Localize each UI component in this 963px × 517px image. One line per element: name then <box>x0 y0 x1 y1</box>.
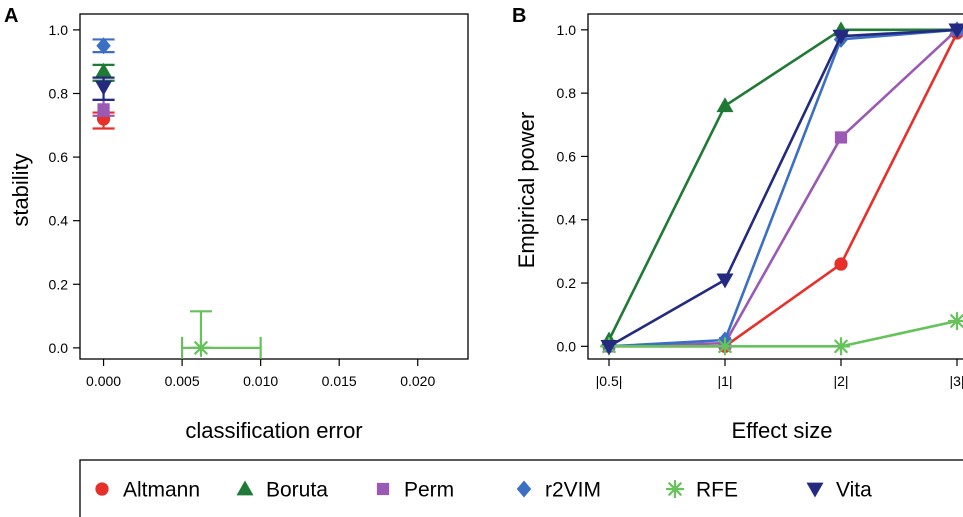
legend-frame <box>79 459 963 517</box>
panel-b-marker-vita <box>716 273 734 289</box>
panel-b-series-boruta <box>600 21 963 347</box>
panel-b-y-tick-label: 0.6 <box>557 148 577 164</box>
panel-a-point-vita <box>92 76 115 101</box>
panel-b-line-r2vim <box>608 28 958 348</box>
panel-a-y-tick-label: 0.0 <box>49 340 69 356</box>
legend-marker-perm <box>376 482 390 496</box>
panel-b-y-axis: 0.0 0.2 0.4 0.6 0.8 1.0 <box>557 22 588 354</box>
panel-b-x-axis-title: Effect size <box>731 418 832 443</box>
panel-b-x-tick-label: |3| <box>949 373 963 389</box>
panel-a-x-tick-label: 0.000 <box>86 373 121 389</box>
panel-b-marker-boruta <box>716 97 734 113</box>
panel-a-y-tick-label: 0.8 <box>49 85 69 101</box>
panel-a-marker-rfe <box>191 338 211 358</box>
panel-b-marker-vita <box>600 339 618 355</box>
panel-a-marker-boruta <box>95 62 113 78</box>
panel-b-marker-vita <box>832 29 850 45</box>
panel-b: B 0.0 0.2 0.4 0.6 0.8 1.0 |0.5| |1| |2| |3| Empi… <box>512 5 963 443</box>
panel-a-x-tick-label: 0.005 <box>165 373 200 389</box>
panel-b-line-rfe <box>609 319 958 348</box>
legend-marker-rfe <box>665 479 685 499</box>
panel-a-y-axis-title: stability <box>8 153 33 226</box>
panel-b-label: B <box>512 5 526 27</box>
panel-a-y-axis: 0.0 0.2 0.4 0.6 0.8 1.0 <box>49 22 80 356</box>
panel-b-line-vita <box>608 28 958 348</box>
panel-a-marker-r2vim <box>96 37 111 55</box>
panel-b-series <box>599 21 963 356</box>
legend-item-boruta: Boruta <box>236 479 328 502</box>
panel-a-point-r2vim <box>92 37 115 55</box>
panel-b-y-tick-label: 0.2 <box>557 275 577 291</box>
legend-item-rfe: RFE <box>665 479 738 502</box>
panel-a-y-tick-label: 0.2 <box>49 276 69 292</box>
legend-marker-vita <box>806 482 824 498</box>
panel-b-y-tick-label: 1.0 <box>557 22 577 38</box>
panel-b-marker-rfe <box>831 337 851 356</box>
legend-marker-altmann <box>95 482 109 496</box>
panel-b-x-tick-label: |1| <box>717 373 732 389</box>
panel-a-x-tick-label: 0.015 <box>322 373 357 389</box>
panel-a-x-tick-label: 0.010 <box>243 373 278 389</box>
panel-b-marker-perm <box>834 131 848 144</box>
panel-b-x-tick-label: |2| <box>833 373 848 389</box>
panel-b-series-vita <box>600 23 963 355</box>
panel-a-marker-vita <box>95 80 113 96</box>
panel-b-line-perm <box>608 28 958 348</box>
legend-marker-r2vim <box>516 480 532 498</box>
panel-b-x-axis: |0.5| |1| |2| |3| <box>596 359 963 389</box>
panel-b-marker-rfe <box>947 311 963 331</box>
legend-label-boruta: Boruta <box>266 479 328 502</box>
panel-a-x-tick-label: 0.020 <box>400 373 435 389</box>
panel-a-points <box>92 37 262 359</box>
legend-label-vita: Vita <box>836 479 872 502</box>
panel-a-label: A <box>4 5 18 27</box>
legend-item-perm: Perm <box>376 479 454 502</box>
panel-b-y-tick-label: 0.4 <box>557 212 577 228</box>
panel-b-y-tick-label: 0.0 <box>557 338 577 354</box>
panel-b-marker-altmann <box>834 257 848 271</box>
legend-label-rfe: RFE <box>696 479 738 502</box>
legend-label-perm: Perm <box>404 479 454 502</box>
panel-b-y-axis-title: Empirical power <box>514 112 539 269</box>
legend-item-vita: Vita <box>806 479 872 502</box>
legend: Altmann Boruta Perm r2VIM RFE Vita <box>79 459 963 517</box>
panel-a-plot-frame <box>79 13 469 360</box>
legend-label-r2vim: r2VIM <box>545 479 601 502</box>
panel-a-y-tick-label: 0.4 <box>49 213 69 229</box>
panel-b-y-tick-label: 0.8 <box>557 85 577 101</box>
panel-a-marker-perm <box>97 103 110 116</box>
legend-item-altmann: Altmann <box>95 479 200 502</box>
panel-b-marker-vita <box>948 23 963 39</box>
legend-marker-boruta <box>236 480 254 496</box>
legend-item-r2vim: r2VIM <box>516 479 601 502</box>
panel-b-x-tick-label: |0.5| <box>596 373 623 389</box>
panel-a-point-rfe <box>181 310 262 359</box>
panel-a-y-tick-label: 1.0 <box>49 22 69 38</box>
panel-b-series-rfe <box>599 311 963 356</box>
panel-b-marker-rfe <box>715 337 735 356</box>
panel-a-x-axis-title: classification error <box>185 418 362 443</box>
panel-b-line-boruta <box>607 28 957 341</box>
legend-label-altmann: Altmann <box>123 479 200 502</box>
panel-a-y-tick-label: 0.6 <box>49 149 69 165</box>
panel-a-x-axis: 0.000 0.005 0.010 0.015 0.020 <box>86 359 435 389</box>
panel-a: A 0.0 0.2 0.4 0.6 0.8 1.0 0.000 0.005 0.010 0.01… <box>4 5 469 443</box>
legend-items: Altmann Boruta Perm r2VIM RFE Vita <box>95 479 872 502</box>
panel-b-plot-frame <box>587 13 963 360</box>
